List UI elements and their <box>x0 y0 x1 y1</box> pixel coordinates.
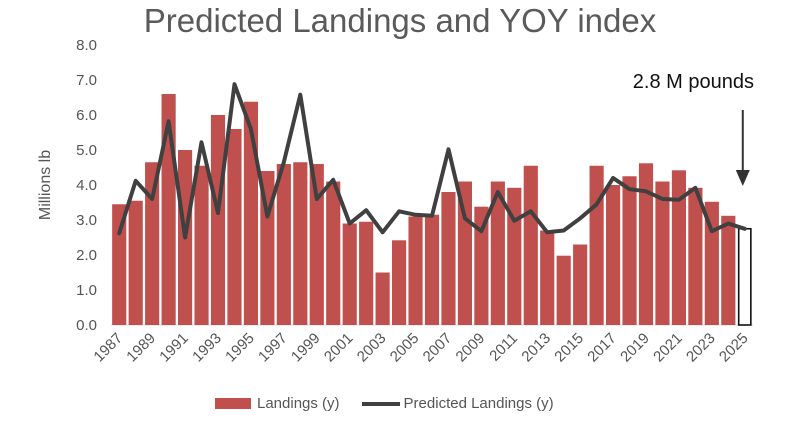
x-tick-label: 2011 <box>486 330 521 365</box>
x-tick-label: 1993 <box>189 330 225 366</box>
y-tick-label: 1.0 <box>76 282 97 299</box>
bar-landings <box>194 165 209 325</box>
x-tick-label: 2015 <box>551 330 587 366</box>
bar-landings <box>523 165 538 325</box>
x-tick-label: 2013 <box>518 330 554 366</box>
y-tick-label: 0.0 <box>76 317 97 334</box>
bar-landings <box>490 181 505 325</box>
legend-label-landings: Landings (y) <box>257 395 340 412</box>
bar-prediction-2025 <box>737 227 752 326</box>
legend-swatch-landings <box>215 398 251 409</box>
y-tick-label: 8.0 <box>76 37 97 54</box>
bar-landings <box>145 162 160 325</box>
bars-group <box>112 94 752 326</box>
bar-landings <box>326 181 341 325</box>
x-tick-label: 1999 <box>288 330 324 366</box>
bar-landings <box>391 240 407 325</box>
y-tick-label: 6.0 <box>76 107 97 124</box>
bar-landings <box>589 165 604 325</box>
bar-landings <box>342 223 357 325</box>
bar-landings <box>556 255 571 325</box>
x-tick-label: 2023 <box>683 330 719 366</box>
bar-landings <box>210 115 226 325</box>
x-tick-label: 1987 <box>90 330 126 366</box>
legend-swatch-predicted <box>361 401 400 406</box>
y-tick-label: 4.0 <box>76 177 97 194</box>
x-tick-label: 2009 <box>453 330 489 366</box>
legend: Landings (y) Predicted Landings (y) <box>215 395 576 412</box>
x-tick-label: 1989 <box>123 330 159 366</box>
annotation-arrow-head <box>735 170 750 186</box>
x-tick-label: 2001 <box>321 330 357 366</box>
x-tick-label: 2003 <box>354 330 390 366</box>
x-tick-label: 2007 <box>420 330 456 366</box>
bar-landings <box>309 164 324 325</box>
bar-landings <box>457 181 473 325</box>
bar-landings <box>655 181 670 325</box>
x-tick-label: 1991 <box>156 330 192 366</box>
bar-landings <box>408 216 423 325</box>
x-tick-label: 1997 <box>255 330 291 366</box>
y-tick-label: 2.0 <box>76 247 97 264</box>
bar-landings <box>276 164 291 325</box>
chart-title: Predicted Landings and YOY index <box>143 2 657 39</box>
y-tick-label: 3.0 <box>76 212 97 229</box>
bar-landings <box>359 221 374 325</box>
x-tick-label: 2025 <box>716 330 752 366</box>
y-tick-label: 7.0 <box>76 72 97 89</box>
line-predicted-landings <box>117 82 747 240</box>
x-tick-label: 1995 <box>222 330 258 366</box>
bar-landings <box>573 244 588 325</box>
bar-landings <box>112 204 127 325</box>
bar-landings <box>671 170 687 325</box>
bar-landings <box>474 206 489 325</box>
legend-item-landings: Landings (y) <box>215 395 340 412</box>
bar-landings <box>605 185 621 325</box>
bar-landings <box>540 230 555 325</box>
bar-landings <box>704 201 719 325</box>
y-tick-label: 5.0 <box>76 142 97 159</box>
x-tick-label: 2019 <box>617 330 653 366</box>
y-axis-label: Millions lb <box>37 150 54 220</box>
x-tick-label: 2021 <box>650 330 686 366</box>
line-group <box>117 82 747 240</box>
bar-landings <box>128 200 143 325</box>
bar-landings <box>721 215 736 325</box>
bar-landings <box>507 187 522 325</box>
bar-landings <box>638 163 654 325</box>
bar-landings <box>375 272 390 325</box>
bar-landings <box>688 187 703 325</box>
bar-landings <box>227 129 242 325</box>
bar-landings <box>622 176 637 325</box>
x-tick-label: 2005 <box>387 330 423 366</box>
bar-landings <box>293 162 308 325</box>
x-tick-label: 2017 <box>584 330 620 366</box>
bar-landings <box>441 192 456 325</box>
legend-label-predicted: Predicted Landings (y) <box>403 395 554 412</box>
annotation-group: 2.8 M pounds <box>633 71 754 186</box>
legend-item-predicted: Predicted Landings (y) <box>361 395 554 412</box>
bar-landings <box>424 214 440 325</box>
annotation-label: 2.8 M pounds <box>633 71 754 93</box>
